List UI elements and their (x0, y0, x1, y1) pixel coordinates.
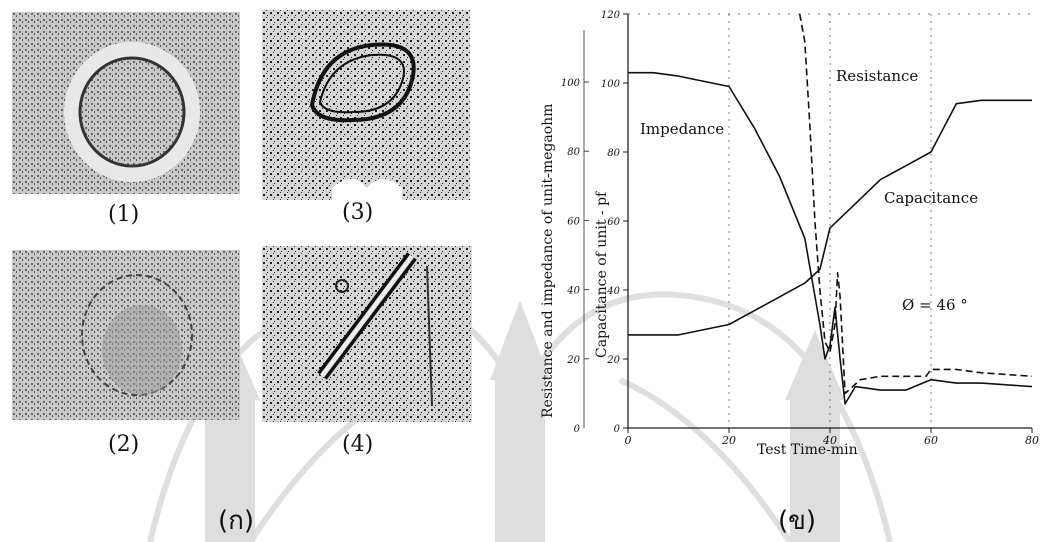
y-tick-label-6: 120 (601, 10, 621, 21)
micrograph-1 (12, 12, 240, 194)
outer-y-tick-label-2: 60 (567, 216, 580, 227)
panel-label-b: (ข) (778, 506, 817, 536)
outer-y-tick-label-3: 80 (567, 147, 580, 158)
right-axis-label: Capacitance of unit - pf (594, 191, 610, 358)
y-tick-label-5: 100 (601, 79, 621, 90)
series-line-resistance (798, 13, 1033, 395)
outer-y-tick-label-4: 100 (561, 78, 581, 89)
outer-y-tick-label-1: 40 (566, 286, 580, 297)
y-tick-label-0: 0 (614, 424, 621, 435)
x-tick-label-0: 0 (625, 434, 632, 447)
series-line-capacitance (628, 99, 1032, 336)
micrograph-3-caption: (3) (342, 200, 374, 225)
y-tick-label-2: 40 (606, 286, 620, 297)
y-tick-label-4: 80 (607, 148, 620, 159)
micrograph-2 (12, 250, 240, 420)
x-tick-label-4: 80 (1025, 434, 1039, 447)
x-tick-label-3: 60 (924, 434, 938, 447)
x-axis-label: Test Time-min (757, 442, 858, 458)
x-tick-label-1: 20 (721, 434, 736, 447)
y-tick-label-1: 20 (606, 355, 620, 366)
annotation-capacitance: Capacitance (884, 189, 979, 207)
panel-label-a: (ก) (218, 506, 255, 536)
y-tick-label-3: 60 (607, 217, 620, 228)
annotation-phase-angle: Ø = 46 ° (902, 296, 968, 314)
series-line-impedance (628, 71, 1033, 405)
annotation-impedance: Impedance (640, 120, 725, 138)
left-axis-label: Resistance and impedance of unit-megaohm (540, 103, 556, 418)
micrograph-1-caption: (1) (108, 202, 140, 227)
micrograph-4 (262, 246, 472, 422)
outer-y-tick-label-zero: 0 (574, 424, 581, 435)
x-tick-label-2: 40 (822, 434, 837, 447)
annotation-resistance: Resistance (836, 67, 919, 85)
micrograph-3 (262, 10, 470, 200)
micrograph-4-caption: (4) (342, 432, 374, 457)
micrograph-2-caption: (2) (108, 432, 140, 457)
outer-y-tick-label-0: 20 (566, 355, 580, 366)
